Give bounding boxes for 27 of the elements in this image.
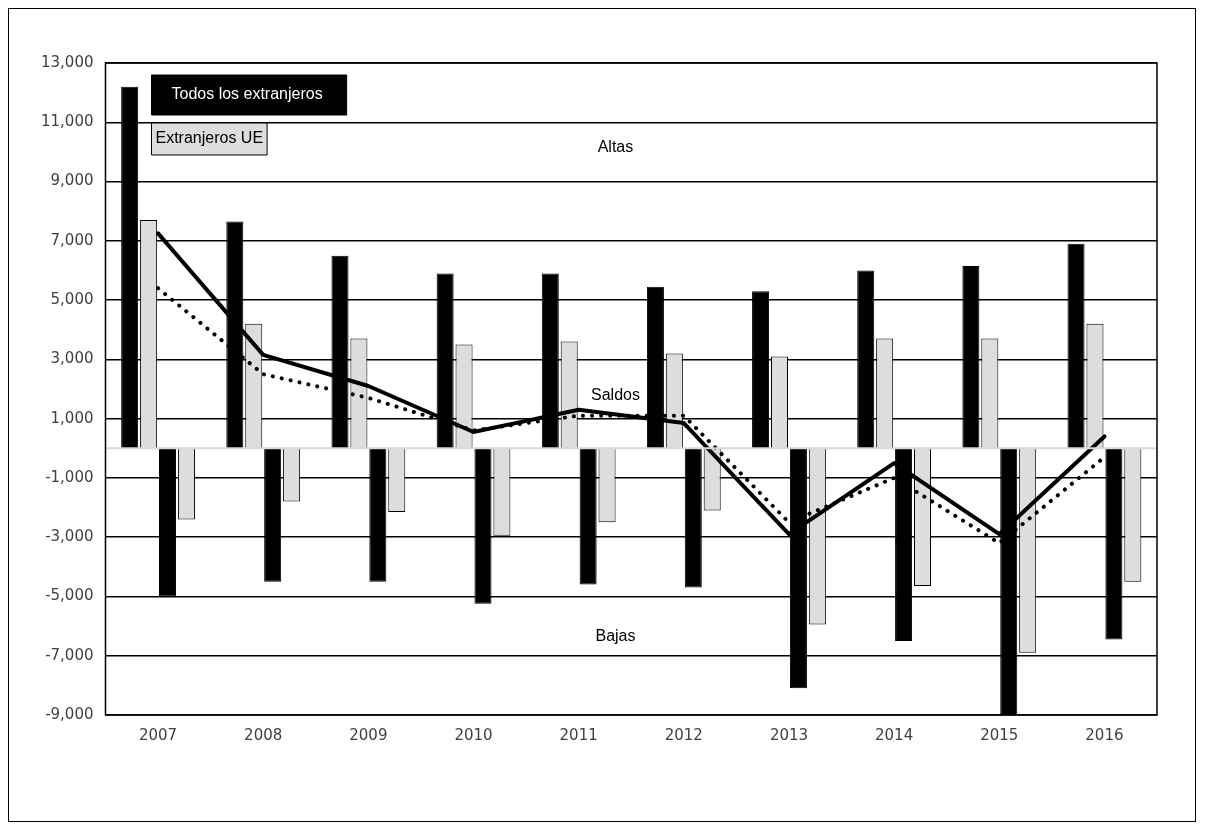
annotation: Saldos	[591, 385, 640, 403]
x-tick-label: 2011	[559, 725, 598, 744]
y-tick-label: 7,000	[50, 230, 94, 249]
x-tick-label: 2010	[454, 725, 493, 744]
y-tick-label: 11,000	[40, 112, 94, 131]
y-tick-label: -5,000	[45, 586, 94, 605]
x-tick-label: 2007	[138, 725, 178, 744]
annotation: Altas	[597, 138, 634, 156]
y-tick-label: -1,000	[45, 467, 94, 486]
annotation: Bajas	[595, 627, 636, 645]
text: Extranjeros UE	[155, 129, 264, 147]
text: Todos los extranjeros	[171, 85, 323, 103]
x-tick-label: 2008	[244, 725, 283, 744]
x-tick-label: 2012	[664, 725, 703, 744]
x-tick-label: 2014	[875, 725, 914, 744]
x-tick-label: 2016	[1085, 725, 1124, 744]
x-tick-label: 2015	[980, 725, 1019, 744]
y-tick-label: 1,000	[50, 408, 94, 427]
y-tick-label: 9,000	[50, 171, 94, 190]
x-tick-label: 2013	[769, 725, 809, 744]
y-tick-label: 3,000	[50, 349, 94, 368]
y-tick-label: 13,000	[40, 52, 94, 71]
y-tick-label: -3,000	[45, 527, 94, 546]
x-tick-label: 2009	[349, 725, 388, 744]
y-tick-label: -9,000	[45, 704, 94, 723]
y-tick-label: 5,000	[50, 289, 94, 308]
y-tick-label: -7,000	[45, 645, 94, 664]
